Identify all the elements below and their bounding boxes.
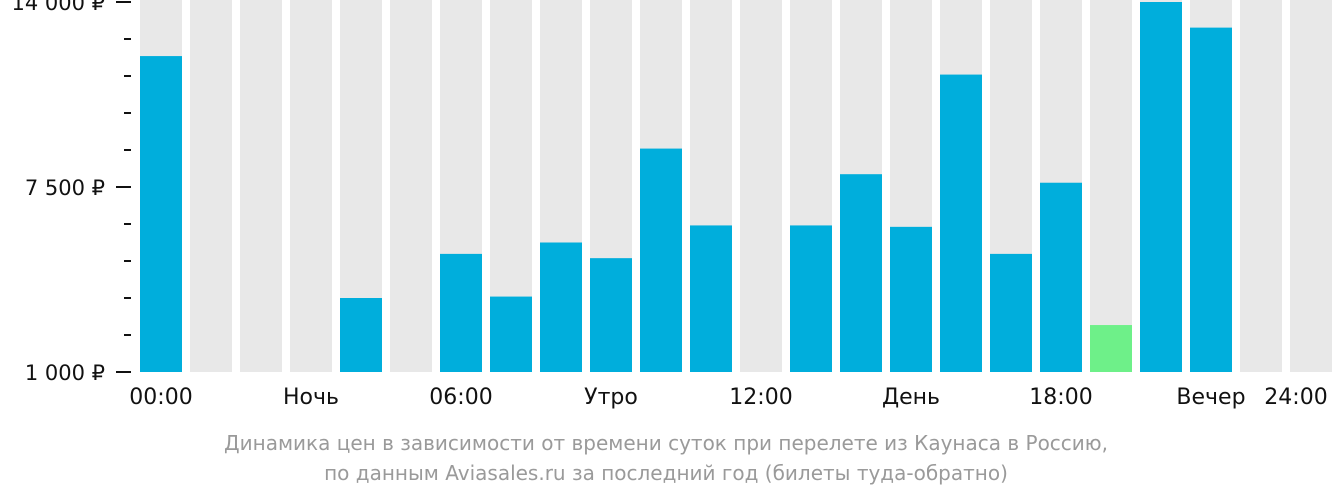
x-axis: 00:00 Ночь 06:00 Утро 12:00 День 18:00 Вечер 24:… xyxy=(129,385,1327,410)
x-tick-label: 06:00 xyxy=(429,385,492,410)
hour-slot-5 xyxy=(390,0,432,372)
bar-hour-13[interactable] xyxy=(790,225,832,372)
y-tick-label: 1 000 ₽ xyxy=(25,361,105,385)
bar-hour-14[interactable] xyxy=(840,174,882,372)
chart-caption-line-2: по данным Aviasales.ru за последний год … xyxy=(324,461,1008,485)
hour-slot-22 xyxy=(1240,0,1282,372)
x-tick-label: Ночь xyxy=(283,385,339,410)
hour-slot-19 xyxy=(1090,0,1132,372)
bar-layer xyxy=(140,2,1232,373)
bar-hour-6[interactable] xyxy=(440,253,482,372)
hour-slot-23 xyxy=(1290,0,1332,372)
hour-slot-2 xyxy=(240,0,282,372)
bar-hour-15[interactable] xyxy=(890,226,932,372)
y-axis: 14 000 ₽ 7 500 ₽ 1 000 ₽ xyxy=(11,0,131,385)
bar-hour-16[interactable] xyxy=(940,74,982,373)
bar-hour-7[interactable] xyxy=(490,296,532,372)
bar-hour-9[interactable] xyxy=(590,258,632,372)
y-tick-label: 14 000 ₽ xyxy=(11,0,105,15)
y-tick-label: 7 500 ₽ xyxy=(25,176,105,200)
hour-slot-12 xyxy=(740,0,782,372)
x-tick-label: 00:00 xyxy=(129,385,192,410)
bar-hour-20[interactable] xyxy=(1140,2,1182,372)
hour-slot-1 xyxy=(190,0,232,372)
chart-caption-line-1: Динамика цен в зависимости от времени су… xyxy=(224,431,1108,455)
x-tick-label: 18:00 xyxy=(1029,385,1092,410)
bar-hour-18[interactable] xyxy=(1040,182,1082,372)
hour-slot-3 xyxy=(290,0,332,372)
bar-hour-21[interactable] xyxy=(1190,27,1232,372)
bar-hour-10[interactable] xyxy=(640,148,682,372)
x-tick-label: Вечер xyxy=(1176,385,1245,410)
bar-hour-11[interactable] xyxy=(690,225,732,372)
bar-hour-17[interactable] xyxy=(990,253,1032,372)
bar-hour-8[interactable] xyxy=(540,242,582,373)
bar-hour-4[interactable] xyxy=(340,298,382,372)
bar-hour-0[interactable] xyxy=(140,56,182,372)
x-tick-label: 12:00 xyxy=(729,385,792,410)
bar-hour-19[interactable] xyxy=(1090,325,1132,372)
x-tick-label: Утро xyxy=(584,385,638,410)
x-tick-label: 24:00 xyxy=(1264,385,1327,410)
x-tick-label: День xyxy=(882,385,940,410)
